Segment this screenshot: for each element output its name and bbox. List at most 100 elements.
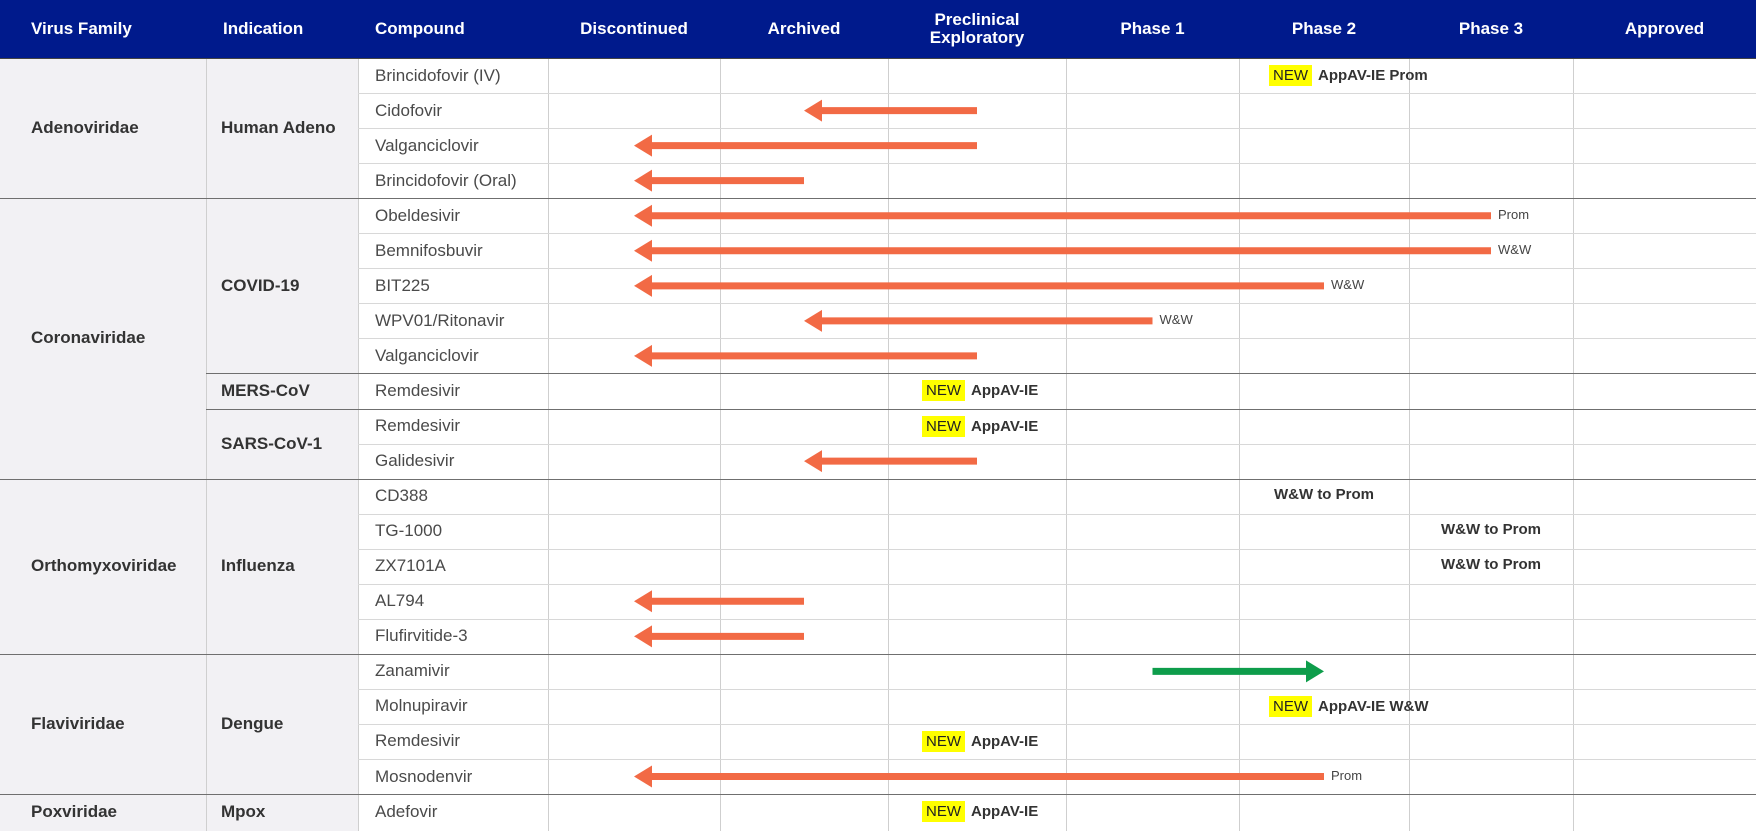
virus-family-label: Flaviviridae xyxy=(31,713,125,733)
column-header-label: Indication xyxy=(223,19,304,38)
row-divider xyxy=(358,233,1756,234)
column-header: Preclinical Exploratory xyxy=(888,0,1066,58)
header-divider xyxy=(0,58,1756,59)
column-header-label: Discontinued xyxy=(580,19,688,38)
arrow-head xyxy=(804,450,822,473)
status-note: AppAV-IE xyxy=(971,803,1039,821)
compound-name: Valganciclovir xyxy=(375,135,479,155)
compound-name: BIT225 xyxy=(375,275,430,295)
indication-label: Influenza xyxy=(221,556,295,576)
family-divider xyxy=(0,198,1756,199)
arrow-head xyxy=(804,309,822,332)
row-divider xyxy=(358,759,1756,760)
column-header-label: Compound xyxy=(375,19,465,38)
status-note: W&W to Prom xyxy=(1441,556,1541,574)
column-header: Virus Family xyxy=(31,0,220,58)
new-status-label: NEW AppAV-IE Prom xyxy=(1269,64,1428,88)
family-divider xyxy=(0,654,1756,655)
row-divider xyxy=(358,619,1756,620)
status-note: AppAV-IE xyxy=(971,382,1039,400)
arrow-head xyxy=(634,204,652,227)
new-badge: NEW xyxy=(1269,695,1312,717)
row-divider xyxy=(358,444,1756,445)
compound-name: Flufirvitide-3 xyxy=(375,626,468,646)
virus-family-label: Poxviridae xyxy=(31,801,117,821)
column-header: Archived xyxy=(720,0,888,58)
column-header: Phase 1 xyxy=(1066,0,1239,58)
new-status-label: NEW AppAV-IE xyxy=(922,414,1038,438)
column-header-label: Archived xyxy=(767,19,841,38)
row-divider xyxy=(358,128,1756,129)
arrow-head xyxy=(634,344,652,367)
arrow-head xyxy=(634,134,652,157)
arrow-tag-label: W&W xyxy=(1159,311,1193,327)
row-divider xyxy=(358,724,1756,725)
new-status-label: NEW AppAV-IE W&W xyxy=(1269,694,1429,718)
column-header-label: Preclinical Exploratory xyxy=(929,10,1025,47)
arrow-head xyxy=(1306,660,1324,683)
row-divider xyxy=(358,549,1756,550)
arrow-head xyxy=(634,169,652,192)
arrow-tag-label: W&W xyxy=(1498,241,1532,257)
arrow-head xyxy=(634,274,652,297)
column-header-label: Phase 3 xyxy=(1458,19,1524,38)
row-divider xyxy=(358,338,1756,339)
arrow-head xyxy=(634,590,652,613)
indication-label: MERS-CoV xyxy=(221,380,310,400)
arrow-head xyxy=(634,625,652,648)
status-note: W&W to Prom xyxy=(1441,521,1541,539)
compound-name: Brincidofovir (IV) xyxy=(375,65,501,85)
compound-name: Zanamivir xyxy=(375,661,450,681)
virus-family-label: Coronaviridae xyxy=(31,328,146,348)
row-divider xyxy=(358,303,1756,304)
indication-divider xyxy=(206,409,1756,410)
status-note: AppAV-IE Prom xyxy=(1318,67,1428,85)
indication-label: COVID-19 xyxy=(221,275,300,295)
compound-name: Remdesivir xyxy=(375,380,461,400)
column-header: Phase 3 xyxy=(1409,0,1573,58)
compound-name: Adefovir xyxy=(375,801,438,821)
new-badge: NEW xyxy=(922,415,965,437)
arrow-tag-label: Prom xyxy=(1331,767,1363,783)
indication-label: Human Adeno xyxy=(221,118,336,138)
compound-name: Bemnifosbuvir xyxy=(375,240,483,260)
column-divider xyxy=(206,58,207,831)
compound-name: Remdesivir xyxy=(375,416,461,436)
compound-name: ZX7101A xyxy=(375,556,446,576)
new-badge: NEW xyxy=(922,801,965,823)
compound-name: CD388 xyxy=(375,486,428,506)
compound-name: Cidofovir xyxy=(375,100,443,120)
row-divider xyxy=(358,163,1756,164)
virus-family-label: Orthomyxoviridae xyxy=(31,556,177,576)
arrow-tag-label: Prom xyxy=(1498,206,1530,222)
compound-name: Galidesivir xyxy=(375,451,455,471)
new-badge: NEW xyxy=(922,730,965,752)
arrow-head xyxy=(804,99,822,122)
status-note: AppAV-IE xyxy=(971,732,1039,750)
arrow-tag-label: W&W xyxy=(1331,276,1365,292)
compound-name: Valganciclovir xyxy=(375,345,479,365)
column-header: Discontinued xyxy=(548,0,720,58)
indication-label: Dengue xyxy=(221,713,284,733)
compound-name: Brincidofovir (Oral) xyxy=(375,170,517,190)
column-header: Compound xyxy=(375,0,548,58)
column-header: Phase 2 xyxy=(1239,0,1409,58)
row-divider xyxy=(358,689,1756,690)
table-header: Virus Family Indication Compound Discontinu… xyxy=(0,0,1756,58)
new-status-label: NEW AppAV-IE xyxy=(922,379,1038,403)
indication-label: SARS-CoV-1 xyxy=(221,433,323,453)
status-note: AppAV-IE xyxy=(971,417,1039,435)
column-header: Indication xyxy=(223,0,358,58)
row-divider xyxy=(358,584,1756,585)
column-header: Approved xyxy=(1573,0,1756,58)
status-note: W&W to Prom xyxy=(1274,486,1374,504)
compound-name: Mosnodenvir xyxy=(375,766,473,786)
column-header-label: Phase 2 xyxy=(1291,19,1357,38)
compound-name: WPV01/Ritonavir xyxy=(375,310,505,330)
column-header-label: Virus Family xyxy=(31,19,132,38)
new-status-label: NEW AppAV-IE xyxy=(922,800,1038,824)
indication-label: Mpox xyxy=(221,801,266,821)
row-divider xyxy=(358,514,1756,515)
